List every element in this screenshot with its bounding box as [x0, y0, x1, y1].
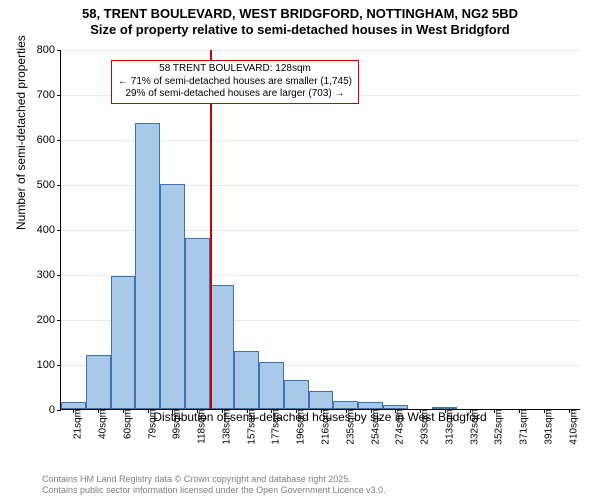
chart-area: 010020030040050060070080021sqm40sqm60sqm… [60, 50, 580, 410]
footer-line2: Contains public sector information licen… [42, 485, 386, 496]
annotation-box: 58 TRENT BOULEVARD: 128sqm← 71% of semi-… [111, 60, 359, 104]
y-axis-label: Number of semi-detached properties [14, 35, 28, 230]
chart-title: 58, TRENT BOULEVARD, WEST BRIDGFORD, NOT… [0, 0, 600, 39]
annotation-line3: 29% of semi-detached houses are larger (… [118, 88, 352, 101]
annotation-line1: 58 TRENT BOULEVARD: 128sqm [118, 63, 352, 76]
histogram-bar [234, 351, 259, 410]
ytick-label: 100 [37, 359, 61, 371]
footer-attribution: Contains HM Land Registry data © Crown c… [42, 474, 386, 497]
histogram-bar [210, 285, 235, 409]
title-line2: Size of property relative to semi-detach… [0, 22, 600, 38]
histogram-bar [185, 238, 210, 409]
footer-line1: Contains HM Land Registry data © Crown c… [42, 474, 386, 485]
ytick-label: 300 [37, 269, 61, 281]
histogram-bar [358, 402, 383, 409]
histogram-bar [259, 362, 284, 409]
ytick-label: 700 [37, 89, 61, 101]
histogram-bar [309, 391, 334, 409]
histogram-bar [86, 355, 111, 409]
marker-line [210, 50, 212, 409]
plot-region: 010020030040050060070080021sqm40sqm60sqm… [60, 50, 580, 410]
ytick-label: 500 [37, 179, 61, 191]
histogram-bar [333, 401, 358, 409]
title-line1: 58, TRENT BOULEVARD, WEST BRIDGFORD, NOT… [0, 6, 600, 22]
annotation-line2: ← 71% of semi-detached houses are smalle… [118, 76, 352, 89]
histogram-bar [61, 402, 86, 409]
gridline-h [61, 50, 580, 51]
ytick-label: 600 [37, 134, 61, 146]
ytick-label: 400 [37, 224, 61, 236]
histogram-bar [111, 276, 136, 409]
histogram-bar [160, 184, 185, 409]
ytick-label: 800 [37, 44, 61, 56]
histogram-bar [284, 380, 309, 409]
histogram-bar [135, 123, 160, 409]
ytick-label: 200 [37, 314, 61, 326]
x-axis-label: Distribution of semi-detached houses by … [0, 410, 600, 424]
